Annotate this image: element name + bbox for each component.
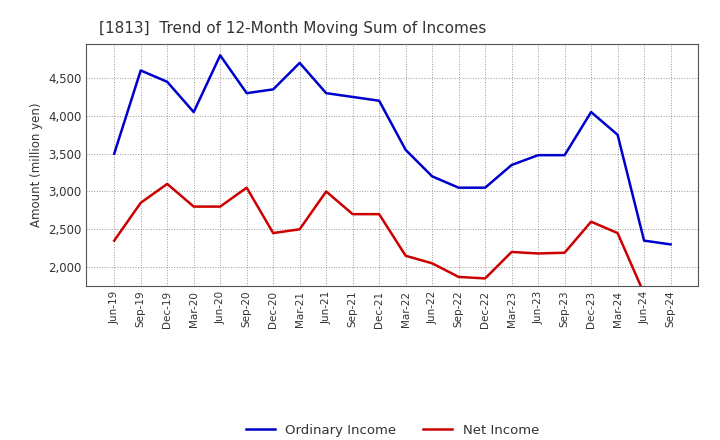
Ordinary Income	[110, 151, 119, 156]
Net Income	[401, 253, 410, 258]
Net Income	[243, 185, 251, 191]
Net Income	[216, 204, 225, 209]
Ordinary Income	[508, 162, 516, 168]
Net Income	[560, 250, 569, 255]
Ordinary Income	[666, 242, 675, 247]
Ordinary Income	[613, 132, 622, 137]
Net Income	[375, 212, 384, 217]
Net Income	[587, 219, 595, 224]
Ordinary Income	[348, 94, 357, 99]
Ordinary Income	[322, 91, 330, 96]
Ordinary Income	[481, 185, 490, 191]
Line: Ordinary Income: Ordinary Income	[114, 55, 670, 244]
Net Income	[534, 251, 542, 256]
Net Income	[269, 231, 277, 236]
Text: [1813]  Trend of 12-Month Moving Sum of Incomes: [1813] Trend of 12-Month Moving Sum of I…	[99, 21, 486, 36]
Legend: Ordinary Income, Net Income: Ordinary Income, Net Income	[240, 418, 544, 440]
Ordinary Income	[163, 79, 171, 84]
Net Income	[189, 204, 198, 209]
Net Income	[508, 249, 516, 255]
Ordinary Income	[295, 60, 304, 66]
Ordinary Income	[216, 53, 225, 58]
Ordinary Income	[189, 110, 198, 115]
Net Income	[454, 274, 463, 279]
Ordinary Income	[136, 68, 145, 73]
Ordinary Income	[560, 153, 569, 158]
Ordinary Income	[269, 87, 277, 92]
Ordinary Income	[375, 98, 384, 103]
Ordinary Income	[401, 147, 410, 153]
Net Income	[640, 291, 649, 296]
Net Income	[481, 276, 490, 281]
Ordinary Income	[587, 110, 595, 115]
Net Income	[110, 238, 119, 243]
Ordinary Income	[454, 185, 463, 191]
Ordinary Income	[428, 174, 436, 179]
Ordinary Income	[534, 153, 542, 158]
Net Income	[322, 189, 330, 194]
Y-axis label: Amount (million yen): Amount (million yen)	[30, 103, 42, 227]
Ordinary Income	[243, 91, 251, 96]
Line: Net Income: Net Income	[114, 184, 670, 301]
Net Income	[136, 200, 145, 205]
Net Income	[613, 231, 622, 236]
Net Income	[428, 260, 436, 266]
Net Income	[295, 227, 304, 232]
Net Income	[348, 212, 357, 217]
Ordinary Income	[640, 238, 649, 243]
Net Income	[163, 181, 171, 187]
Net Income	[666, 298, 675, 304]
